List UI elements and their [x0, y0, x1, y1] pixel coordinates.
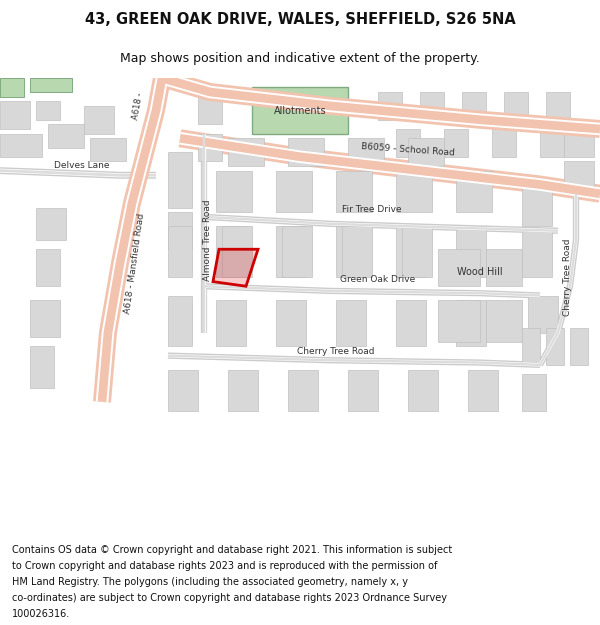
- Polygon shape: [0, 78, 24, 97]
- Polygon shape: [402, 226, 432, 277]
- Polygon shape: [30, 78, 72, 92]
- Polygon shape: [468, 369, 498, 411]
- Polygon shape: [36, 208, 66, 240]
- Polygon shape: [276, 300, 306, 346]
- Polygon shape: [228, 369, 258, 411]
- Polygon shape: [408, 369, 438, 411]
- Polygon shape: [36, 101, 60, 120]
- Polygon shape: [213, 249, 258, 286]
- Polygon shape: [378, 92, 402, 120]
- Polygon shape: [48, 124, 84, 148]
- Polygon shape: [546, 328, 564, 365]
- Polygon shape: [168, 213, 192, 249]
- Text: Allotments: Allotments: [274, 106, 326, 116]
- Polygon shape: [396, 300, 426, 346]
- Polygon shape: [570, 328, 588, 365]
- Polygon shape: [396, 226, 426, 277]
- Polygon shape: [0, 134, 42, 157]
- Text: Green Oak Drive: Green Oak Drive: [340, 275, 416, 284]
- Polygon shape: [486, 249, 522, 286]
- Text: 100026316.: 100026316.: [12, 609, 70, 619]
- Polygon shape: [228, 138, 264, 166]
- Text: Delves Lane: Delves Lane: [54, 161, 110, 171]
- Text: co-ordinates) are subject to Crown copyright and database rights 2023 Ordnance S: co-ordinates) are subject to Crown copyr…: [12, 593, 447, 603]
- Text: Almond Tree Road: Almond Tree Road: [203, 199, 212, 281]
- Polygon shape: [408, 138, 444, 166]
- Polygon shape: [168, 226, 192, 277]
- Polygon shape: [276, 171, 312, 212]
- Polygon shape: [396, 171, 432, 212]
- Polygon shape: [342, 226, 372, 277]
- Polygon shape: [90, 138, 126, 161]
- Polygon shape: [168, 152, 192, 208]
- Polygon shape: [282, 226, 312, 277]
- Polygon shape: [198, 134, 222, 161]
- Polygon shape: [348, 369, 378, 411]
- Polygon shape: [222, 226, 252, 277]
- Polygon shape: [522, 374, 546, 411]
- Polygon shape: [456, 300, 486, 346]
- Polygon shape: [456, 171, 492, 212]
- Text: A618 - Mansfield Road: A618 - Mansfield Road: [124, 213, 146, 314]
- Polygon shape: [438, 300, 480, 342]
- Polygon shape: [288, 369, 318, 411]
- Polygon shape: [522, 184, 552, 226]
- Polygon shape: [540, 129, 564, 157]
- Polygon shape: [522, 328, 540, 365]
- Text: HM Land Registry. The polygons (including the associated geometry, namely x, y: HM Land Registry. The polygons (includin…: [12, 577, 408, 587]
- Polygon shape: [288, 138, 324, 166]
- Polygon shape: [504, 92, 528, 120]
- Polygon shape: [252, 88, 348, 134]
- Polygon shape: [420, 92, 444, 120]
- Polygon shape: [492, 129, 516, 157]
- Polygon shape: [216, 226, 246, 277]
- Polygon shape: [486, 300, 522, 342]
- Text: B6059 - School Road: B6059 - School Road: [361, 142, 455, 158]
- Polygon shape: [36, 249, 60, 286]
- Polygon shape: [564, 161, 594, 194]
- Polygon shape: [84, 106, 114, 134]
- Polygon shape: [336, 300, 366, 346]
- Text: Wood Hill: Wood Hill: [457, 268, 503, 278]
- Text: Fir Tree Drive: Fir Tree Drive: [342, 206, 402, 214]
- Polygon shape: [564, 124, 594, 157]
- Polygon shape: [30, 346, 54, 388]
- Polygon shape: [198, 97, 222, 124]
- Polygon shape: [30, 300, 60, 337]
- Text: Contains OS data © Crown copyright and database right 2021. This information is : Contains OS data © Crown copyright and d…: [12, 545, 452, 555]
- Polygon shape: [456, 226, 486, 277]
- Text: Cherry Tree Road: Cherry Tree Road: [297, 346, 375, 356]
- Polygon shape: [216, 171, 252, 212]
- Polygon shape: [276, 226, 306, 277]
- Polygon shape: [348, 138, 384, 166]
- Polygon shape: [336, 171, 372, 212]
- Text: Map shows position and indicative extent of the property.: Map shows position and indicative extent…: [120, 52, 480, 65]
- Polygon shape: [546, 92, 570, 120]
- Polygon shape: [438, 249, 480, 286]
- Polygon shape: [336, 226, 366, 277]
- Polygon shape: [0, 101, 30, 129]
- Polygon shape: [396, 129, 420, 157]
- Text: 43, GREEN OAK DRIVE, WALES, SHEFFIELD, S26 5NA: 43, GREEN OAK DRIVE, WALES, SHEFFIELD, S…: [85, 12, 515, 27]
- Polygon shape: [444, 129, 468, 157]
- Polygon shape: [462, 92, 486, 120]
- Text: A618 -: A618 -: [131, 92, 145, 120]
- Polygon shape: [522, 231, 552, 277]
- Polygon shape: [528, 296, 558, 333]
- Polygon shape: [216, 300, 246, 346]
- Polygon shape: [168, 296, 192, 346]
- Polygon shape: [168, 369, 198, 411]
- Text: to Crown copyright and database rights 2023 and is reproduced with the permissio: to Crown copyright and database rights 2…: [12, 561, 437, 571]
- Text: Cherry Tree Road: Cherry Tree Road: [563, 238, 571, 316]
